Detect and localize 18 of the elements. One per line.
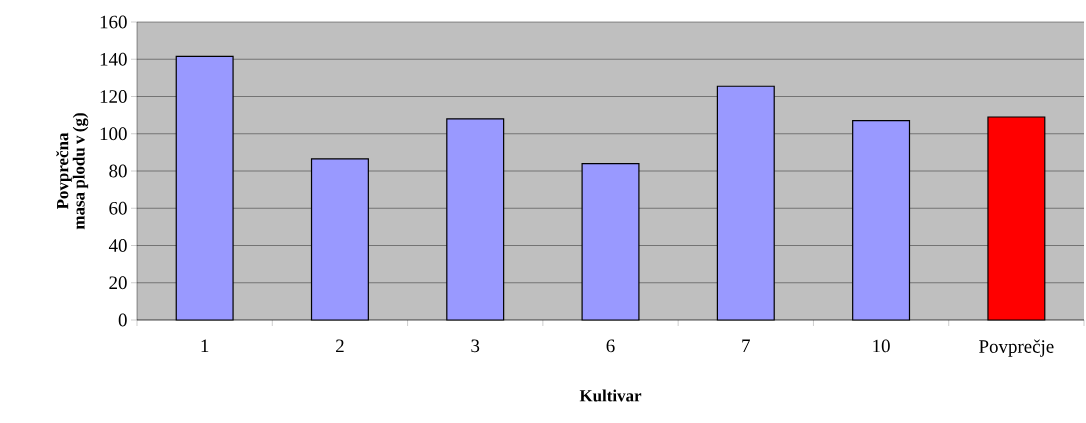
x-tick-label: 1 — [201, 339, 209, 353]
x-tick-label: 6 — [606, 339, 615, 353]
x-tick-label: 3 — [471, 339, 480, 353]
y-tick-label: 0 — [118, 313, 127, 327]
y-tick-label: 20 — [109, 276, 127, 290]
y-tick-label: 60 — [109, 201, 127, 215]
y-axis-title: Povprečna masa plodu v (g) — [56, 113, 89, 230]
x-tick-label: 10 — [873, 339, 890, 353]
y-tick-label: 80 — [109, 164, 127, 178]
y-tick-label: 140 — [100, 52, 127, 66]
y-tick-label: 40 — [108, 239, 127, 252]
x-tick-label: 7 — [742, 339, 750, 352]
y-tick-label: 120 — [100, 90, 127, 103]
x-axis-title: Kultivar — [579, 389, 642, 402]
y-tick-label: 160 — [100, 15, 127, 29]
x-tick-label: Povprečje — [979, 339, 1054, 357]
x-tick-label: 2 — [336, 339, 344, 353]
y-tick-label: 100 — [100, 127, 127, 141]
